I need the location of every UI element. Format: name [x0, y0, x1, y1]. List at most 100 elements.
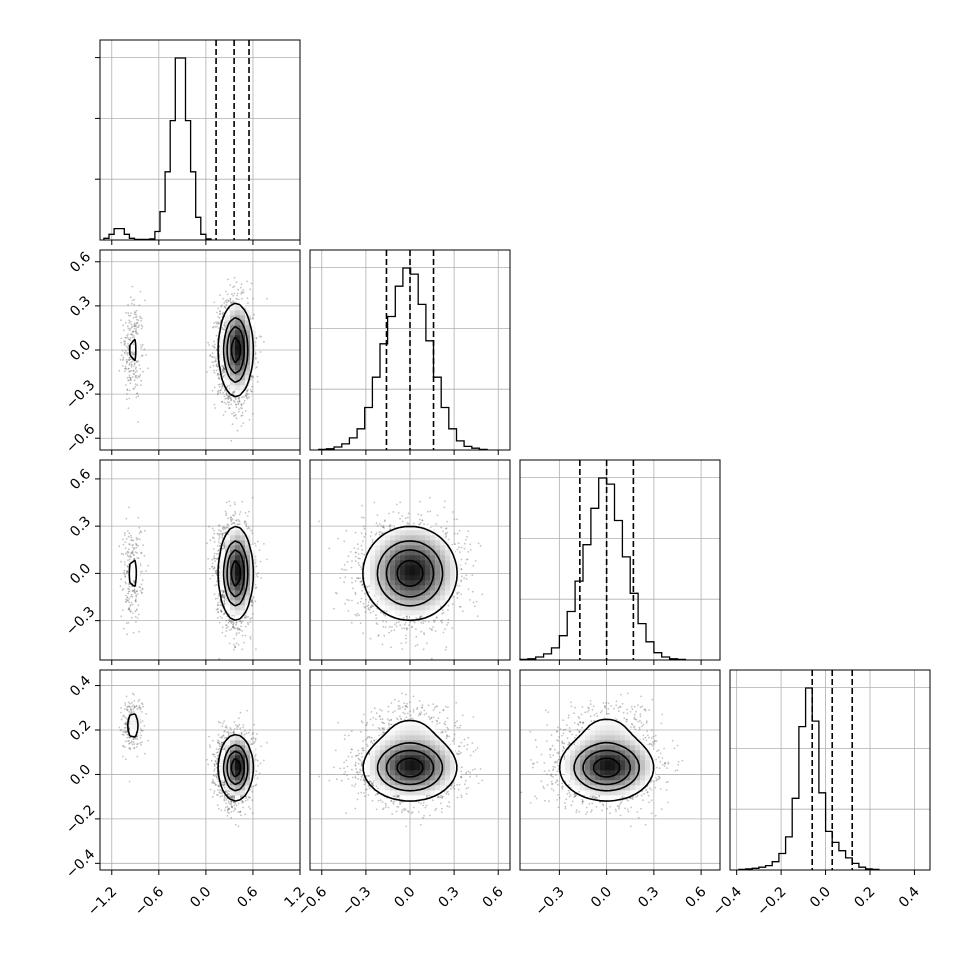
scatter-point [132, 330, 135, 333]
scatter-point [211, 361, 214, 364]
scatter-point [213, 343, 216, 346]
scatter-point [122, 359, 124, 361]
scatter-point [242, 291, 245, 294]
scatter-point [243, 520, 246, 523]
scatter-point [229, 298, 232, 300]
scatter-point [228, 401, 231, 403]
panel-frame [519, 459, 721, 661]
scatter-point [134, 330, 137, 333]
density-cell [250, 320, 256, 326]
scatter-point [220, 610, 223, 613]
scatter-point [232, 625, 235, 628]
scatter-point [129, 378, 132, 381]
scatter-point [241, 500, 244, 503]
panel-bg [520, 460, 720, 660]
scatter-point [223, 532, 225, 535]
scatter-point [252, 317, 254, 320]
scatter-point [220, 305, 222, 308]
scatter-point [210, 356, 213, 358]
scatter-point [127, 599, 129, 602]
scatter-point [124, 367, 126, 370]
scatter-point [128, 359, 131, 362]
scatter-point [218, 657, 221, 660]
scatter-point [137, 375, 140, 377]
scatter-point [222, 414, 225, 416]
scatter-point [136, 332, 139, 335]
scatter-point [137, 395, 140, 398]
scatter-point [221, 537, 224, 539]
histogram-step [103, 57, 212, 241]
scatter-point [241, 297, 244, 300]
scatter-point [141, 343, 144, 346]
density-cell [225, 330, 231, 336]
scatter-point [241, 396, 244, 399]
scatter-point [127, 303, 129, 306]
scatter-point [135, 546, 138, 549]
scatter-point [228, 500, 231, 503]
scatter-point [129, 327, 132, 330]
scatter-point [131, 353, 134, 356]
scatter-point [216, 597, 219, 600]
scatter-point [232, 400, 235, 402]
scatter-point [217, 307, 220, 310]
scatter-point [127, 314, 130, 317]
scatter-point [127, 367, 130, 370]
scatter-point [223, 543, 226, 546]
scatter-point [135, 366, 137, 369]
scatter-point [132, 546, 135, 549]
scatter-point [251, 600, 254, 602]
scatter-point [130, 333, 133, 336]
scatter-point [133, 325, 136, 327]
scatter-point [217, 595, 220, 597]
scatter-point [132, 369, 135, 372]
scatter-point [227, 621, 230, 624]
scatter-point [141, 325, 144, 328]
scatter-point [227, 517, 230, 520]
scatter-point [219, 389, 222, 392]
scatter-point [126, 530, 129, 532]
scatter-point [222, 297, 224, 300]
scatter-point [129, 377, 132, 380]
scatter-point [129, 554, 132, 557]
scatter-point [131, 595, 134, 598]
scatter-point [140, 379, 143, 382]
scatter-point [140, 552, 143, 555]
scatter-point [255, 648, 257, 650]
scatter-point [125, 337, 127, 339]
scatter-point [230, 621, 232, 624]
scatter-point [139, 290, 142, 293]
scatter-point [135, 609, 138, 612]
scatter-point [246, 621, 249, 624]
scatter-point [128, 609, 131, 611]
scatter-point [232, 391, 235, 394]
scatter-point [230, 399, 233, 402]
scatter-point [212, 325, 215, 328]
scatter-point [233, 501, 236, 504]
scatter-point [120, 615, 123, 618]
scatter-point [136, 376, 139, 379]
density-cell [235, 320, 241, 326]
scatter-point [232, 626, 235, 628]
density-cell [245, 330, 251, 336]
scatter-point [213, 593, 216, 596]
scatter-point [237, 518, 240, 521]
scatter-point [223, 401, 226, 404]
scatter-point [130, 595, 133, 598]
scatter-point [223, 594, 225, 597]
scatter-point [242, 422, 245, 424]
scatter-point [127, 327, 130, 330]
scatter-point [251, 375, 253, 378]
scatter-point [217, 316, 220, 318]
scatter-point [217, 601, 219, 604]
scatter-point [247, 302, 249, 305]
scatter-point [223, 305, 226, 308]
scatter-point [230, 520, 233, 523]
scatter-point [235, 519, 238, 522]
scatter-point [139, 315, 142, 318]
scatter-point [127, 587, 130, 590]
scatter-point [133, 322, 136, 325]
scatter-point [147, 367, 150, 370]
scatter-point [121, 609, 124, 612]
scatter-point [130, 363, 133, 366]
scatter-point [230, 301, 233, 304]
